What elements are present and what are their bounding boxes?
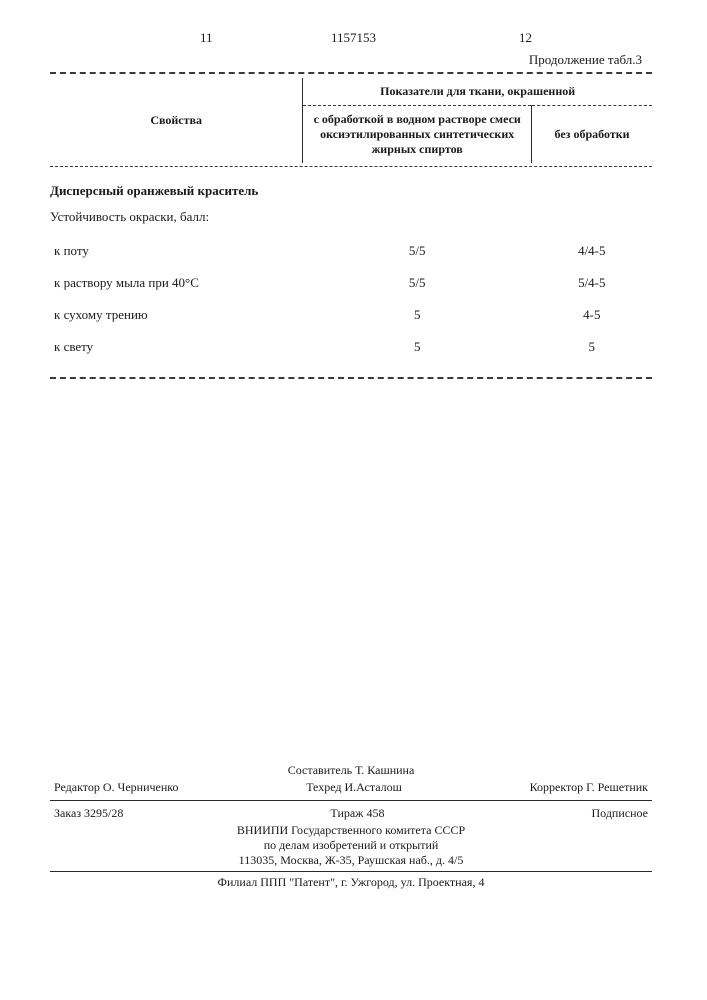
footer-rule-1	[50, 800, 652, 801]
row-val-a: 5	[303, 299, 532, 331]
table-header: Свойства Показатели для ткани, окрашенно…	[50, 78, 652, 163]
data-table: к поту 5/5 4/4-5 к раствору мыла при 40°…	[50, 235, 652, 363]
row-label: к свету	[50, 331, 303, 363]
continuation-label: Продолжение табл.3	[50, 52, 652, 68]
row-val-b: 5	[532, 331, 652, 363]
table-row: к сухому трению 5 4-5	[50, 299, 652, 331]
footer-filial: Филиал ППП "Патент", г. Ужгород, ул. Про…	[50, 875, 652, 890]
page-left: 11	[200, 30, 213, 46]
footer-editor: Редактор О. Черниченко	[54, 780, 179, 795]
row-val-a: 5/5	[303, 235, 532, 267]
footer-compiler: Составитель Т. Кашнина	[50, 763, 652, 778]
footer-corrector: Корректор Г. Решетник	[530, 780, 648, 795]
footer-order: Заказ 3295/28	[54, 806, 123, 821]
footer-podpis: Подписное	[592, 806, 649, 821]
table-row: к свету 5 5	[50, 331, 652, 363]
page-number-row: 11 1157153 12	[50, 30, 652, 46]
row-val-a: 5/5	[303, 267, 532, 299]
table-header-rule	[50, 166, 652, 167]
footer-rule-2	[50, 871, 652, 872]
header-col-b: без обработки	[532, 106, 652, 164]
section-title: Дисперсный оранжевый краситель	[50, 183, 652, 199]
page-right: 12	[519, 30, 532, 46]
table-row: к поту 5/5 4/4-5	[50, 235, 652, 267]
footer-org2: по делам изобретений и открытий	[50, 838, 652, 853]
footer-tiraz: Тираж 458	[330, 806, 384, 821]
footer-techred: Техред И.Асталош	[306, 780, 402, 795]
table-top-rule	[50, 72, 652, 74]
row-label: к сухому трению	[50, 299, 303, 331]
header-properties: Свойства	[50, 78, 303, 163]
row-val-b: 4-5	[532, 299, 652, 331]
row-val-a: 5	[303, 331, 532, 363]
row-val-b: 4/4-5	[532, 235, 652, 267]
row-label: к поту	[50, 235, 303, 267]
table-bottom-rule	[50, 377, 652, 379]
header-col-a: с обработкой в водном растворе смеси окс…	[303, 106, 532, 164]
header-group: Показатели для ткани, окрашенной	[303, 78, 652, 106]
row-label: к раствору мыла при 40°С	[50, 267, 303, 299]
table-row: к раствору мыла при 40°С 5/5 5/4-5	[50, 267, 652, 299]
footer-block: Составитель Т. Кашнина Редактор О. Черни…	[50, 763, 652, 890]
document-number: 1157153	[331, 30, 376, 46]
footer-org1: ВНИИПИ Государственного комитета СССР	[50, 823, 652, 838]
footer-addr: 113035, Москва, Ж-35, Раушская наб., д. …	[50, 853, 652, 868]
row-val-b: 5/4-5	[532, 267, 652, 299]
sub-title: Устойчивость окраски, балл:	[50, 209, 652, 225]
